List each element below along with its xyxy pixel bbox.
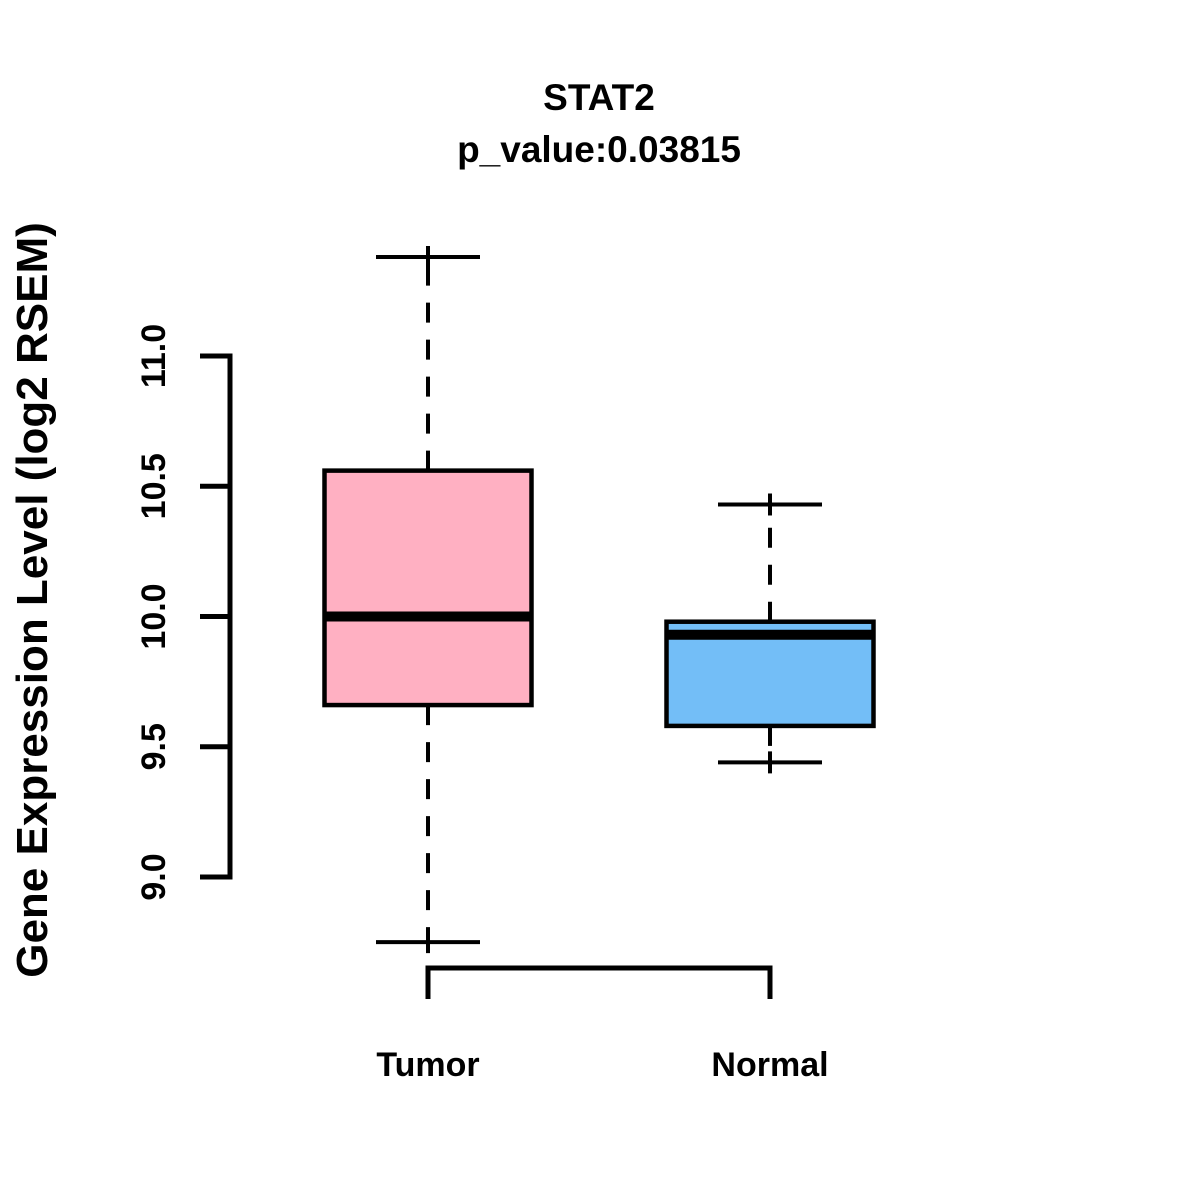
y-tick-label: 10.0 [135, 583, 173, 649]
x-group-label-tumor: Tumor [376, 1046, 479, 1084]
y-tick-label: 9.5 [135, 723, 173, 770]
x-group-label-normal: Normal [711, 1046, 828, 1084]
x-axis-bracket [425, 965, 773, 999]
chart-title: STAT2 p_value:0.03815 [457, 72, 741, 176]
y-tick-label: 10.5 [135, 453, 173, 519]
chart-title-pvalue: p_value:0.03815 [457, 129, 741, 170]
y-tick-label: 11.0 [135, 324, 173, 388]
y-tick-label: 9.0 [135, 853, 173, 900]
box-tumor [322, 468, 534, 708]
chart-title-gene: STAT2 [543, 77, 655, 118]
